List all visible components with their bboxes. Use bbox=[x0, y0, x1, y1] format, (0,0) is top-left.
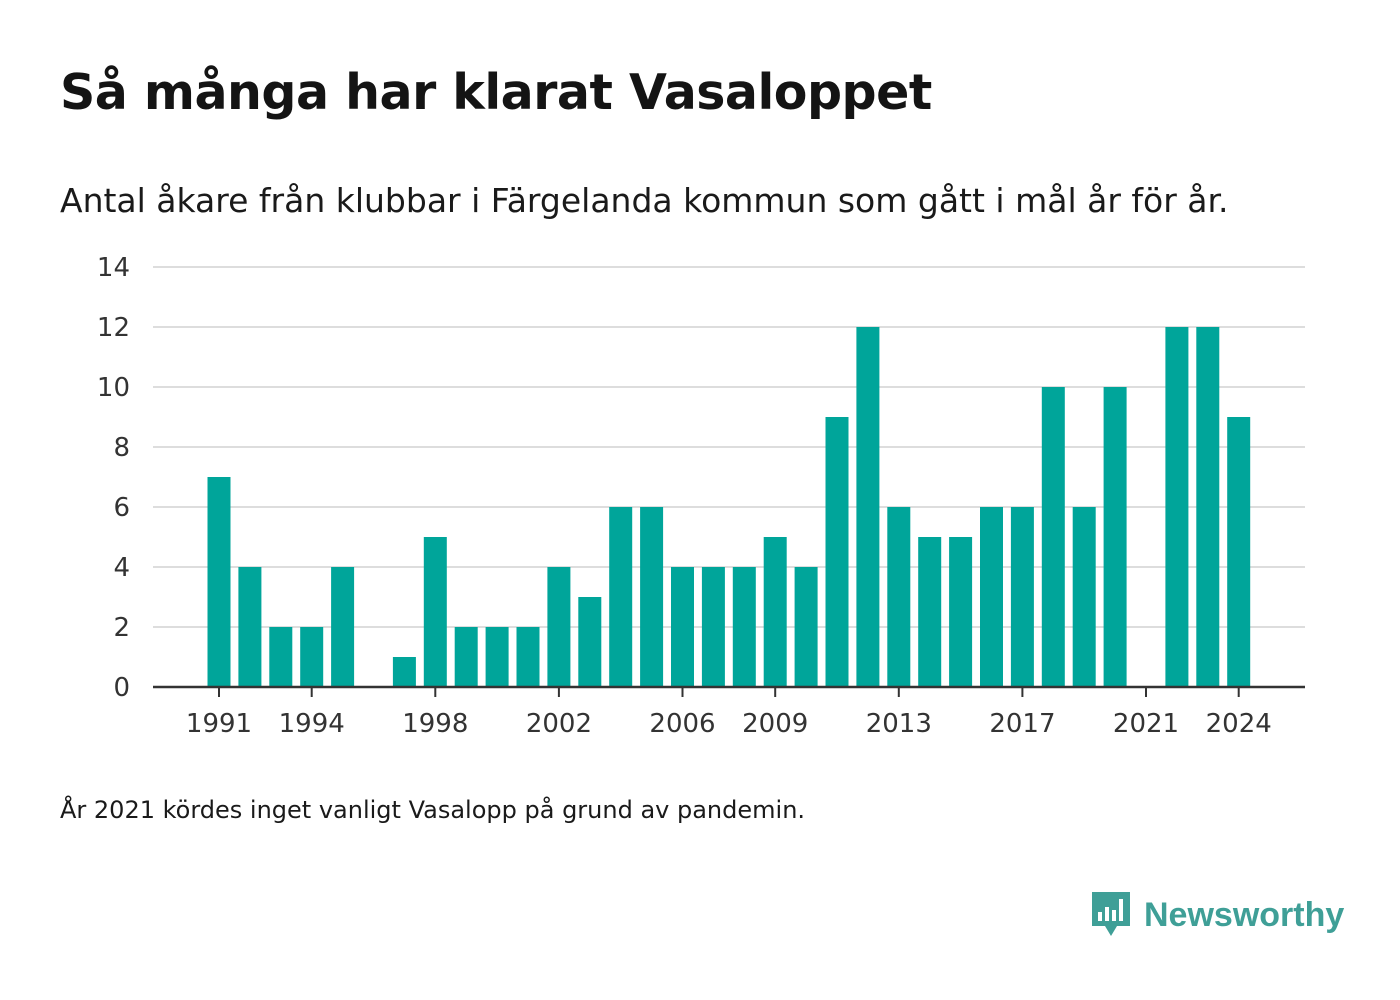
bar-2008 bbox=[732, 567, 756, 687]
x-tick-label: 2013 bbox=[866, 709, 932, 739]
bar-2022 bbox=[1165, 327, 1189, 687]
x-tick-label: 1994 bbox=[279, 709, 345, 739]
bar-2024 bbox=[1227, 417, 1251, 687]
bar-2018 bbox=[1041, 387, 1065, 687]
bar-2013 bbox=[887, 507, 911, 687]
bar-2005 bbox=[640, 507, 664, 687]
bar-2020 bbox=[1103, 387, 1127, 687]
x-tick-label: 2002 bbox=[526, 709, 592, 739]
x-tick-label: 1998 bbox=[402, 709, 468, 739]
y-tick-label: 0 bbox=[113, 673, 130, 703]
y-tick-label: 14 bbox=[97, 253, 130, 283]
bar-1992 bbox=[238, 567, 262, 687]
bar-2012 bbox=[856, 327, 880, 687]
x-tick-label: 2021 bbox=[1113, 709, 1179, 739]
bar-1999 bbox=[454, 627, 478, 687]
bar-1994 bbox=[300, 627, 324, 687]
bar-2011 bbox=[825, 417, 849, 687]
y-tick-label: 12 bbox=[97, 313, 130, 343]
bar-2023 bbox=[1196, 327, 1220, 687]
bar-2000 bbox=[485, 627, 509, 687]
x-tick-label: 2006 bbox=[649, 709, 715, 739]
x-tick-label: 2017 bbox=[989, 709, 1055, 739]
y-tick-label: 2 bbox=[113, 613, 130, 643]
x-tick-label: 2009 bbox=[742, 709, 808, 739]
chart-title: Så många har klarat Vasaloppet bbox=[60, 64, 932, 121]
brand-name: Newsworthy bbox=[1144, 895, 1345, 934]
newsworthy-logo-icon bbox=[1092, 892, 1130, 936]
chart-footnote: År 2021 kördes inget vanligt Vasalopp på… bbox=[60, 796, 806, 824]
bar-2019 bbox=[1072, 507, 1096, 687]
y-tick-label: 4 bbox=[113, 553, 130, 583]
bar-2007 bbox=[701, 567, 725, 687]
bar-2004 bbox=[609, 507, 633, 687]
bar-2016 bbox=[980, 507, 1003, 687]
bar-2017 bbox=[1010, 507, 1034, 687]
bar-2002 bbox=[547, 567, 571, 687]
y-tick-label: 6 bbox=[113, 493, 130, 523]
bar-1998 bbox=[423, 537, 447, 687]
bar-2001 bbox=[516, 627, 540, 687]
bar-1997 bbox=[392, 657, 416, 687]
newsworthy-logo: Newsworthy bbox=[1090, 890, 1344, 940]
bar-1991 bbox=[207, 477, 231, 687]
bar-chart: 0 2 4 6 8 10 12 14 1991 1994 1998 2002 2006 2009 2013 2… bbox=[97, 253, 1305, 739]
bar-2006 bbox=[671, 567, 694, 687]
bar-2015 bbox=[949, 537, 973, 687]
y-tick-label: 10 bbox=[97, 373, 130, 403]
bar-1995 bbox=[331, 567, 355, 687]
bar-2014 bbox=[918, 537, 942, 687]
bar-2010 bbox=[794, 567, 818, 687]
x-tick-label: 2024 bbox=[1206, 709, 1272, 739]
chart-subtitle: Antal åkare från klubbar i Färgelanda ko… bbox=[60, 181, 1229, 220]
x-tick-label: 1991 bbox=[186, 709, 252, 739]
y-tick-label: 8 bbox=[113, 433, 130, 463]
bar-1993 bbox=[269, 627, 293, 687]
bar-2009 bbox=[763, 537, 787, 687]
bar-2003 bbox=[578, 597, 602, 687]
